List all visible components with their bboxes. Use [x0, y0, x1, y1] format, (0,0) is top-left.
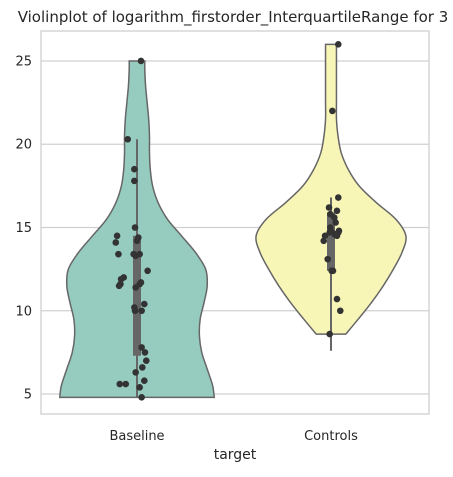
point-baseline-15 [117, 275, 125, 283]
point-baseline-30 [140, 377, 148, 385]
point-baseline-4 [131, 224, 139, 231]
iqr-box-controls [327, 212, 335, 271]
point-controls-22 [326, 330, 333, 338]
x-tick-label-baseline: Baseline [109, 429, 164, 444]
point-controls-6 [331, 214, 338, 221]
point-baseline-6 [113, 232, 121, 240]
point-baseline-13 [144, 267, 151, 275]
x-tick-labels: Baseline Controls [109, 429, 358, 444]
point-baseline-33 [136, 384, 143, 391]
point-baseline-31 [116, 380, 124, 388]
x-axis-label: target [214, 447, 257, 463]
point-baseline-34 [138, 394, 145, 401]
point-baseline-3 [131, 177, 138, 185]
point-layer [112, 41, 344, 401]
point-controls-2 [334, 194, 342, 201]
point-baseline-8 [133, 237, 141, 245]
point-controls-17 [324, 255, 331, 263]
x-tick-label-controls: Controls [304, 429, 358, 444]
point-baseline-1 [124, 135, 132, 143]
point-baseline-24 [138, 307, 145, 315]
point-controls-0 [334, 41, 342, 48]
point-baseline-21 [140, 300, 148, 308]
point-controls-21 [336, 307, 344, 315]
point-controls-1 [329, 107, 336, 115]
y-tick-label-25: 25 [15, 54, 32, 69]
y-tick-label-10: 10 [15, 304, 32, 319]
chart-title: Violinplot of logarithm_firstorder_Inter… [18, 8, 449, 27]
point-baseline-27 [142, 357, 150, 365]
point-controls-12 [320, 237, 328, 245]
point-controls-19 [329, 267, 337, 275]
point-baseline-23 [131, 307, 139, 315]
iqr-box-baseline [133, 235, 141, 356]
point-controls-11 [321, 232, 329, 240]
point-baseline-29 [132, 369, 139, 376]
point-baseline-12 [115, 250, 122, 258]
point-baseline-0 [137, 57, 145, 65]
point-controls-3 [325, 204, 333, 211]
point-controls-14 [333, 232, 341, 240]
violin-controls [255, 43, 407, 335]
y-tick-labels: 5 10 15 20 25 [15, 54, 32, 402]
point-baseline-11 [132, 252, 139, 260]
point-controls-20 [333, 295, 341, 303]
y-tick-label-5: 5 [24, 388, 32, 403]
plot-frame [40, 30, 430, 415]
violin-layer [58, 43, 407, 399]
y-tick-label-20: 20 [15, 138, 32, 153]
point-baseline-20 [137, 279, 145, 286]
point-controls-4 [333, 207, 341, 215]
point-baseline-7 [112, 239, 120, 246]
point-baseline-26 [141, 349, 149, 356]
point-baseline-28 [139, 364, 146, 371]
point-controls-7 [332, 219, 339, 226]
point-baseline-32 [122, 380, 130, 388]
point-baseline-17 [115, 282, 123, 290]
point-controls-16 [327, 227, 335, 235]
point-baseline-2 [131, 165, 138, 173]
point-baseline-25 [138, 344, 145, 351]
y-tick-label-15: 15 [15, 221, 32, 236]
